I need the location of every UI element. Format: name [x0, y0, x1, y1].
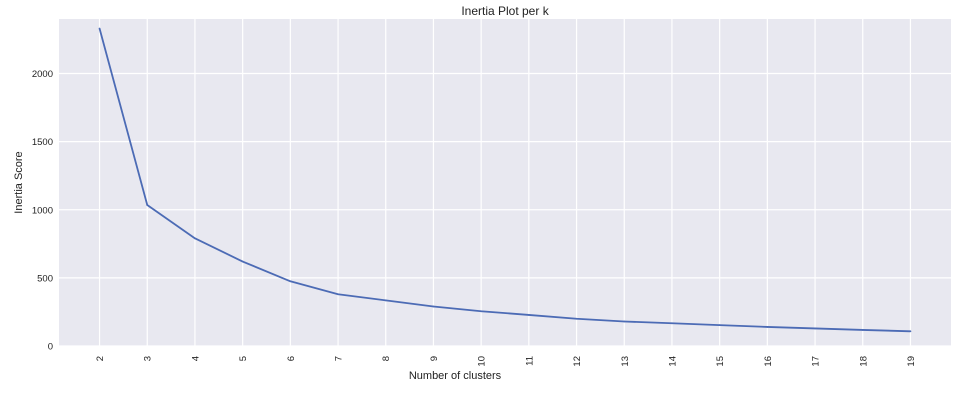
data-point: [194, 237, 196, 240]
x-tick-label: 12: [572, 356, 583, 367]
x-tick-label: 11: [524, 356, 535, 366]
tick-labels: 2 3 4 5 6 7 8 9 10 11 12 13 14 15 16 17 18 19 0 500 1000 1500…: [32, 69, 917, 367]
x-tick-label: 10: [477, 356, 488, 367]
x-tick-label: 5: [238, 356, 249, 361]
x-tick-label: 8: [381, 356, 392, 361]
data-point: [98, 27, 101, 30]
x-tick-label: 7: [334, 356, 345, 361]
y-tick-label: 1500: [32, 137, 53, 148]
data-point: [432, 305, 435, 308]
data-point: [718, 324, 721, 327]
y-tick-label: 500: [37, 273, 53, 284]
data-point: [241, 260, 244, 263]
data-point: [527, 314, 530, 316]
data-point: [909, 330, 912, 333]
x-tick-label: 14: [667, 356, 678, 367]
data-point: [861, 329, 864, 331]
data-point: [623, 320, 626, 323]
data-point: [814, 327, 816, 330]
grid-lines: [59, 19, 951, 347]
data-point: [384, 299, 387, 302]
data-point: [575, 317, 578, 320]
x-tick-label: 16: [763, 356, 774, 367]
data-point: [480, 310, 483, 313]
data-point: [766, 326, 769, 328]
x-tick-label: 18: [858, 356, 869, 367]
data-point: [289, 280, 292, 283]
y-tick-label: 2000: [32, 69, 53, 80]
x-tick-label: 15: [715, 356, 726, 367]
y-tick-label: 0: [48, 342, 53, 353]
y-tick-label: 1000: [32, 205, 53, 216]
x-axis-label: Number of clusters: [409, 370, 502, 382]
chart-title: Inertia Plot per k: [461, 4, 549, 18]
x-tick-label: 4: [190, 356, 201, 361]
series-layer: [98, 27, 912, 333]
x-tick-label: 6: [286, 356, 297, 361]
x-tick-label: 19: [906, 356, 917, 367]
x-tick-label: 13: [620, 356, 631, 367]
x-tick-label: 17: [811, 356, 822, 367]
x-tick-label: 2: [95, 356, 106, 361]
x-tick-label: 3: [143, 356, 154, 361]
data-point: [671, 322, 673, 325]
data-point: [337, 293, 339, 296]
x-tick-label: 9: [429, 356, 440, 361]
data-point: [146, 204, 149, 206]
series-line: [98, 28, 911, 333]
plot-area: [59, 19, 951, 346]
y-axis-label: Inertia Score: [13, 151, 25, 213]
